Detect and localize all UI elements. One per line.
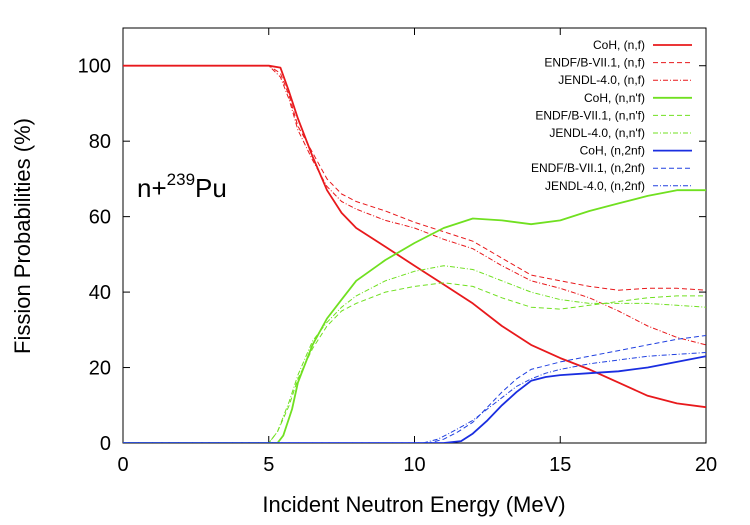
- y-axis-title: Fission Probabilities (%): [10, 118, 35, 354]
- series-line: [123, 265, 706, 443]
- x-tick-label: 15: [549, 454, 571, 476]
- legend-label: ENDF/B-VII.1, (n,n'f): [535, 108, 645, 122]
- legend-label: JENDL-4.0, (n,n'f): [549, 126, 645, 140]
- y-tick-label: 60: [89, 207, 111, 229]
- legend: CoH, (n,f) ENDF/B-VII.1, (n,f) JENDL-4.0, …: [531, 38, 692, 193]
- x-tick-label: 20: [695, 454, 717, 476]
- x-tick-label: 5: [263, 454, 274, 476]
- legend-label: ENDF/B-VII.1, (n,2nf): [531, 161, 645, 175]
- series-line: [123, 65, 706, 346]
- y-tick-label: 80: [89, 131, 111, 153]
- legend-label: ENDF/B-VII.1, (n,f): [544, 56, 645, 70]
- legend-label: CoH, (n,n'f): [584, 91, 645, 105]
- series-line: [123, 189, 706, 443]
- legend-label: JENDL-4.0, (n,2nf): [545, 179, 645, 193]
- nucleus-annotation: n+239Pu: [137, 170, 227, 203]
- y-tick-label: 20: [89, 358, 111, 380]
- series-line: [123, 352, 706, 443]
- series-line: [123, 282, 706, 443]
- x-tick-label: 10: [403, 454, 425, 476]
- annotation-element: Pu: [195, 173, 227, 203]
- legend-label: JENDL-4.0, (n,f): [558, 73, 645, 87]
- axis-tick-labels: 0 5 10 15 20 0 20 40 60 80 100: [78, 56, 718, 476]
- annotation-superscript: 239: [167, 170, 195, 189]
- annotation-base: n+: [137, 173, 167, 203]
- series-lines: [123, 64, 706, 443]
- series-line: [123, 65, 706, 291]
- x-axis-title: Incident Neutron Energy (MeV): [262, 492, 565, 517]
- legend-label: CoH, (n,2nf): [580, 144, 645, 158]
- series-line: [123, 64, 706, 409]
- legend-label: CoH, (n,f): [593, 38, 645, 52]
- series-line: [123, 355, 706, 443]
- y-tick-label: 0: [100, 433, 111, 455]
- y-tick-label: 40: [89, 282, 111, 304]
- series-line: [123, 335, 706, 443]
- x-tick-label: 0: [117, 454, 128, 476]
- y-tick-label: 100: [78, 56, 111, 78]
